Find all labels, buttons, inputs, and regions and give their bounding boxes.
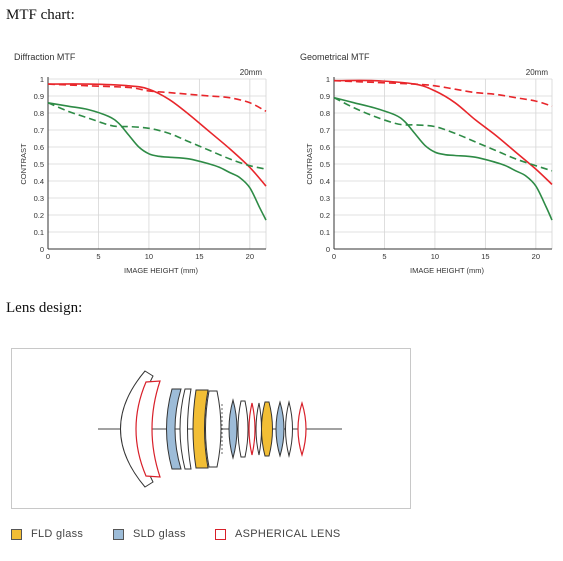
x-tick-label: 5 [96, 252, 100, 261]
lens-element-12-sld [275, 400, 285, 458]
mtf-series-line-0 [333, 79, 553, 185]
lens-element-13 [285, 400, 293, 458]
x-tick-label: 10 [431, 252, 439, 261]
x-tick-label: 15 [195, 252, 203, 261]
y-tick-label: 0.9 [320, 92, 330, 101]
legend-aspherical: ASPHERICAL LENS [215, 528, 341, 540]
lens-element-7-sld [228, 398, 238, 460]
mtf-series-line-2 [47, 102, 267, 221]
fld-swatch [11, 528, 22, 540]
focal-length-label: 20mm [526, 68, 549, 77]
x-tick-label: 5 [382, 252, 386, 261]
y-tick-label: 0 [326, 245, 330, 254]
lens-element-14-aspherical [297, 400, 307, 458]
y-tick-label: 0.2 [320, 211, 330, 220]
lens-design-diagram [11, 348, 411, 509]
mtf-series-line-1 [333, 79, 553, 107]
lens-element-6 [205, 390, 222, 468]
sld-swatch [113, 528, 124, 540]
x-tick-label: 20 [532, 252, 540, 261]
lens-element-8 [237, 400, 249, 458]
diffraction-mtf-chart: Diffraction MTF 0 0.1 0.2 0.3 0.4 0.5 0.6 0.7 0.8… [4, 48, 274, 284]
y-tick-label: 0.8 [320, 109, 330, 118]
y-axis-label: CONTRAST [305, 143, 314, 185]
x-axis-label: IMAGE HEIGHT (mm) [124, 266, 199, 275]
y-tick-label: 1 [326, 75, 330, 84]
y-tick-label: 0 [40, 245, 44, 254]
legend-label: SLD glass [133, 528, 186, 540]
y-tick-label: 0.5 [320, 160, 330, 169]
legend-label: FLD glass [31, 528, 84, 540]
chart-svg: Geometrical MTF 0 0.1 0.2 0.3 0.4 0.5 0.6 0.7 0.8… [300, 52, 553, 275]
x-tick-label: 0 [332, 252, 336, 261]
legend-label: ASPHERICAL LENS [235, 528, 341, 540]
y-tick-label: 0.7 [34, 126, 44, 135]
y-tick-label: 0.1 [34, 228, 44, 237]
y-tick-label: 0.1 [320, 228, 330, 237]
y-tick-label: 1 [40, 75, 44, 84]
mtf-series-line-1 [47, 83, 267, 113]
mtf-series-line-2 [333, 96, 553, 221]
legend-fld: FLD glass [11, 528, 83, 540]
y-tick-label: 0.2 [34, 211, 44, 220]
y-tick-label: 0.4 [34, 177, 44, 186]
chart-svg: Diffraction MTF 0 0.1 0.2 0.3 0.4 0.5 0.6 0.7 0.8… [14, 52, 267, 275]
mtf-series-line-3 [333, 96, 553, 172]
y-tick-label: 0.9 [34, 92, 44, 101]
y-axis-label: CONTRAST [19, 143, 28, 185]
y-tick-label: 0.5 [34, 160, 44, 169]
legend-sld: SLD glass [113, 528, 186, 540]
focal-length-label: 20mm [240, 68, 263, 77]
x-tick-label: 0 [46, 252, 50, 261]
lens-heading: Lens design: [6, 300, 83, 316]
lens-element-10 [255, 402, 262, 456]
lens-element-3-sld [166, 388, 182, 470]
lens-element-4 [179, 388, 192, 470]
x-tick-label: 10 [145, 252, 153, 261]
y-tick-label: 0.6 [320, 143, 330, 152]
lens-diagram-svg [98, 370, 342, 488]
mtf-heading: MTF chart: [6, 7, 75, 23]
lens-element-11-fld [261, 401, 273, 457]
x-tick-label: 15 [481, 252, 489, 261]
lens-element-5-fld [192, 389, 209, 469]
y-tick-label: 0.3 [320, 194, 330, 203]
y-tick-label: 0.3 [34, 194, 44, 203]
x-tick-label: 20 [246, 252, 254, 261]
geometrical-mtf-chart: Geometrical MTF 0 0.1 0.2 0.3 0.4 0.5 0.6 0.7 0.8… [290, 48, 560, 284]
chart-title: Diffraction MTF [14, 52, 76, 62]
x-axis-label: IMAGE HEIGHT (mm) [410, 266, 485, 275]
y-tick-label: 0.4 [320, 177, 330, 186]
mtf-series-line-3 [47, 102, 267, 170]
aspherical-swatch [215, 528, 226, 540]
y-tick-label: 0.7 [320, 126, 330, 135]
chart-title: Geometrical MTF [300, 52, 370, 62]
lens-element-9-aspherical [248, 402, 256, 456]
y-tick-label: 0.6 [34, 143, 44, 152]
lens-element-2-aspherical [135, 380, 161, 478]
mtf-series-line-0 [47, 83, 267, 187]
y-tick-label: 0.8 [34, 109, 44, 118]
